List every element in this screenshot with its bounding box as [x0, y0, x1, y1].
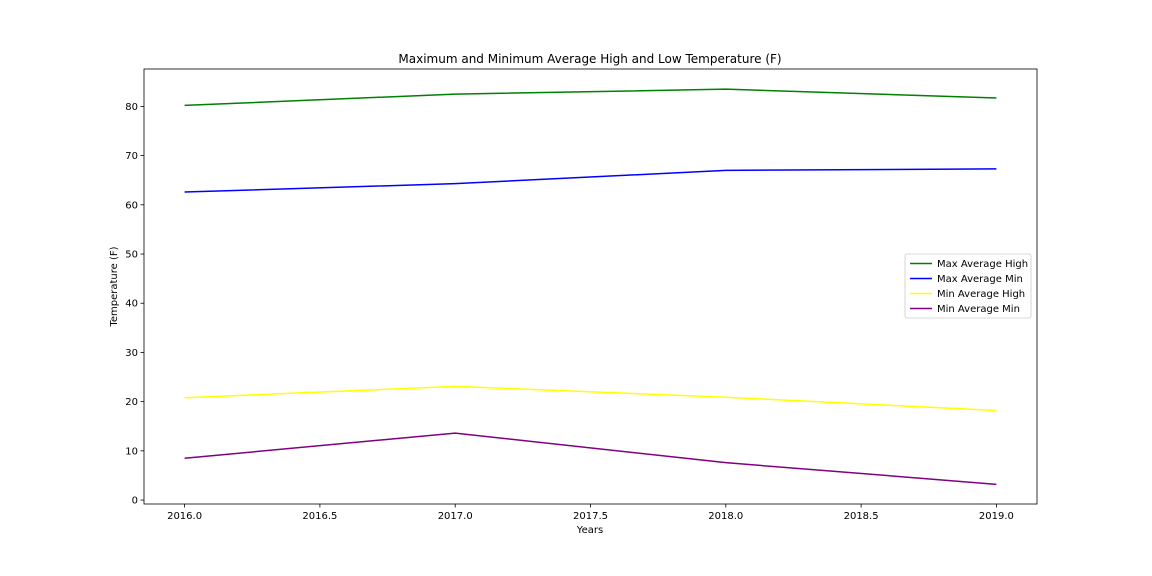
y-tick-label: 30: [125, 348, 138, 359]
chart-title: Maximum and Minimum Average High and Low…: [398, 52, 781, 66]
x-tick-label: 2018.0: [708, 511, 743, 522]
y-tick-label: 20: [125, 397, 138, 408]
y-axis-ticks: 0 10 20 30 40 50 60 70 80: [125, 102, 144, 507]
x-tick-label: 2019.0: [979, 511, 1014, 522]
plot-frame: [143, 68, 1038, 505]
legend-label: Max Average High: [937, 259, 1028, 270]
plot-area: [143, 68, 1038, 505]
y-tick-label: 0: [132, 496, 138, 507]
legend-label: Max Average Min: [937, 274, 1023, 285]
series-line-1: [184, 168, 997, 193]
series-line-3: [184, 432, 997, 486]
legend-box: [904, 253, 1032, 319]
x-axis-ticks: 2016.0 2016.5 2017.0 2017.5 2018.0 2018.5 2019…: [167, 504, 1014, 522]
y-tick-label: 10: [125, 446, 138, 457]
legend-label: Min Average Min: [937, 304, 1020, 315]
x-tick-label: 2017.5: [573, 511, 608, 522]
series-line-2: [184, 385, 997, 412]
x-tick-label: 2016.0: [167, 511, 202, 522]
y-tick-label: 50: [125, 250, 138, 261]
series-line-0: [184, 88, 997, 107]
y-tick-label: 80: [125, 102, 138, 113]
y-axis-title: Temperature (F): [109, 246, 120, 327]
legend: Max Average High Max Average Min Min Avera…: [904, 253, 1032, 319]
legend-label: Min Average High: [937, 289, 1025, 300]
x-tick-label: 2018.5: [844, 511, 879, 522]
y-tick-label: 60: [125, 200, 138, 211]
y-tick-label: 70: [125, 151, 138, 162]
x-axis-title: Years: [576, 525, 603, 536]
x-tick-label: 2016.5: [302, 511, 337, 522]
y-tick-label: 40: [125, 299, 138, 310]
x-tick-label: 2017.0: [438, 511, 473, 522]
